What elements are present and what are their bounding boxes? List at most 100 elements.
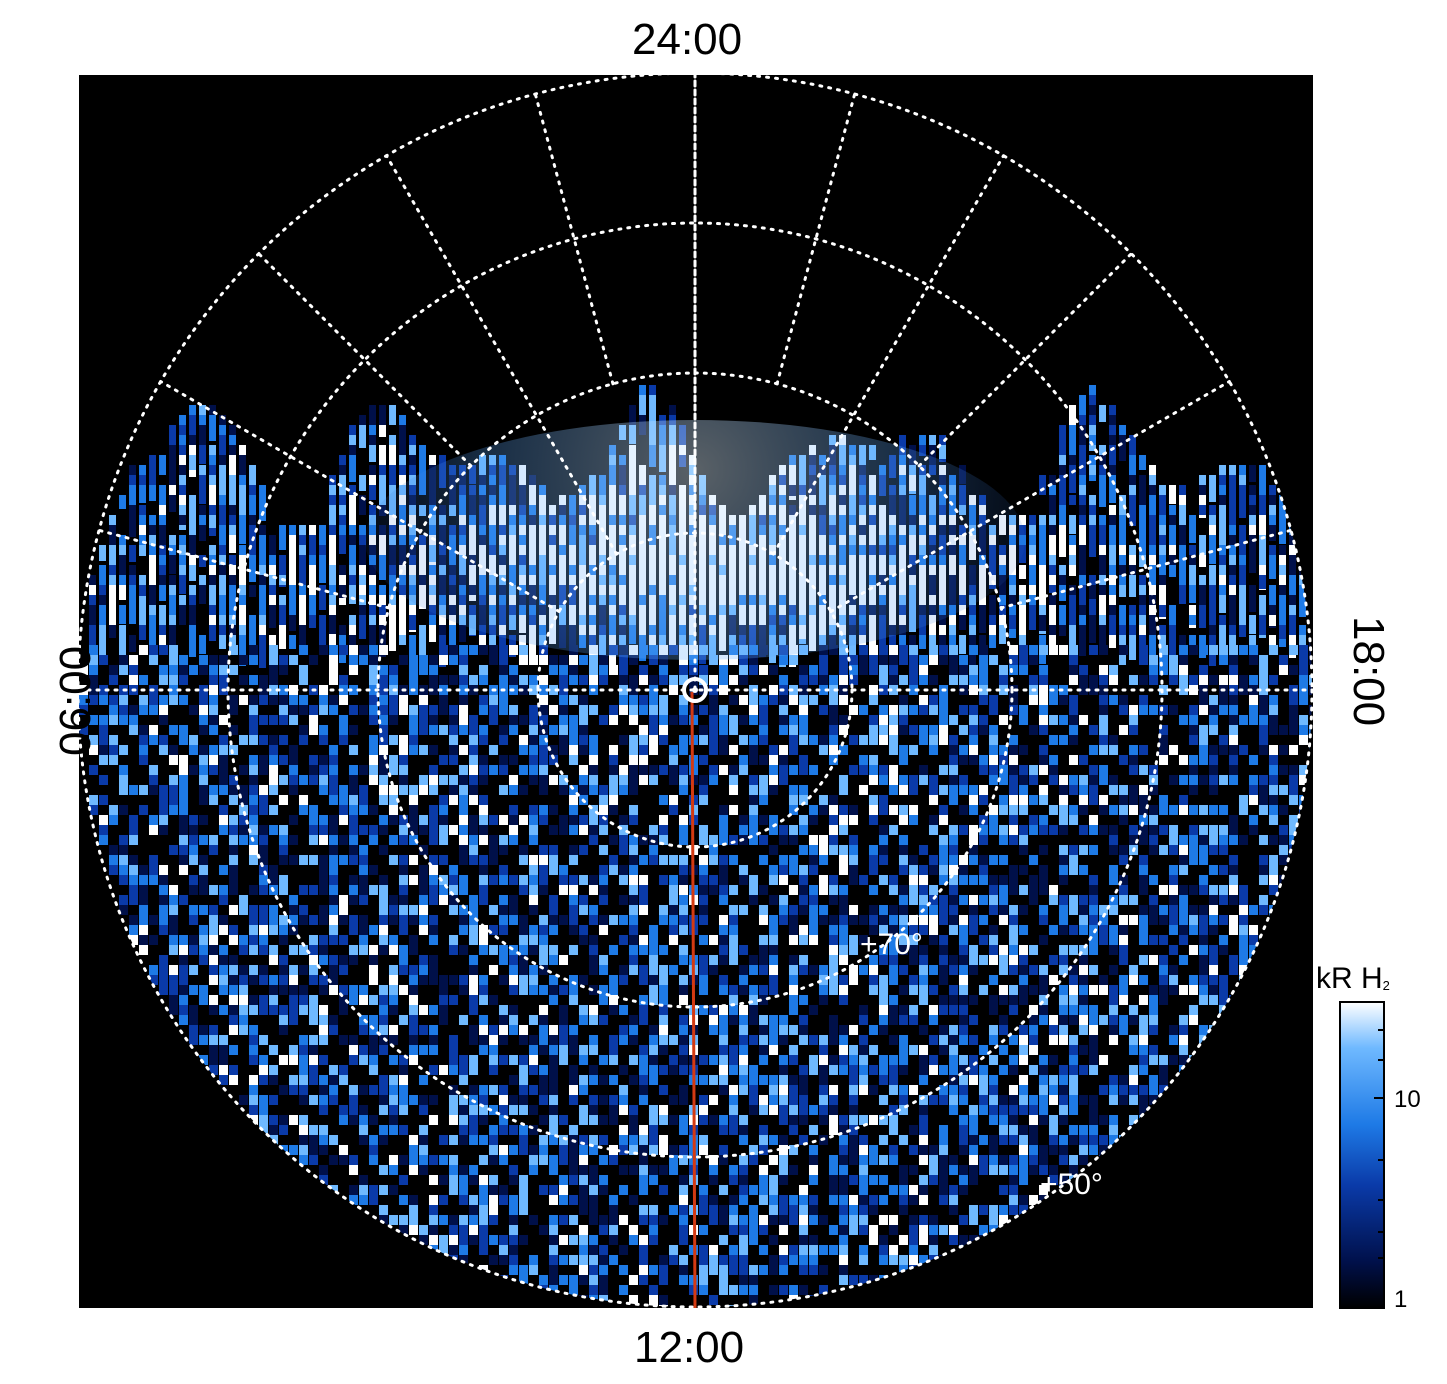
emission-pixel bbox=[889, 765, 898, 775]
emission-pixel bbox=[299, 1055, 308, 1065]
emission-pixel bbox=[159, 575, 166, 593]
emission-pixel bbox=[959, 965, 968, 975]
emission-pixel bbox=[919, 895, 928, 905]
emission-pixel bbox=[889, 675, 898, 685]
emission-pixel bbox=[519, 645, 528, 655]
emission-pixel bbox=[589, 755, 598, 765]
emission-pixel bbox=[139, 925, 148, 935]
emission-pixel bbox=[1219, 805, 1228, 815]
emission-pixel bbox=[519, 915, 528, 925]
emission-pixel bbox=[619, 735, 628, 745]
emission-pixel bbox=[169, 675, 178, 685]
emission-pixel bbox=[309, 975, 318, 985]
emission-pixel bbox=[229, 925, 238, 935]
emission-pixel bbox=[619, 1065, 628, 1075]
emission-pixel bbox=[479, 975, 488, 985]
emission-pixel bbox=[569, 995, 578, 1005]
emission-pixel bbox=[319, 635, 326, 653]
emission-pixel bbox=[429, 975, 438, 985]
emission-pixel bbox=[759, 1045, 768, 1055]
emission-pixel bbox=[1019, 655, 1028, 665]
emission-pixel bbox=[1079, 1045, 1088, 1055]
emission-pixel bbox=[799, 685, 808, 695]
emission-pixel bbox=[1139, 655, 1148, 665]
emission-pixel bbox=[1119, 975, 1128, 985]
emission-pixel bbox=[1029, 1035, 1038, 1045]
emission-pixel bbox=[969, 785, 978, 795]
emission-pixel bbox=[169, 725, 178, 735]
emission-pixel bbox=[1079, 1025, 1088, 1035]
emission-pixel bbox=[379, 715, 388, 725]
emission-pixel bbox=[379, 845, 388, 855]
emission-pixel bbox=[229, 725, 238, 735]
emission-pixel bbox=[629, 655, 638, 665]
emission-pixel bbox=[1249, 775, 1258, 785]
emission-pixel bbox=[259, 825, 268, 835]
emission-pixel bbox=[369, 445, 376, 462]
emission-pixel bbox=[859, 1045, 868, 1055]
emission-pixel bbox=[619, 775, 628, 785]
emission-pixel bbox=[359, 425, 366, 448]
emission-pixel bbox=[389, 895, 398, 905]
emission-pixel bbox=[199, 705, 208, 715]
emission-pixel bbox=[239, 895, 248, 905]
emission-pixel bbox=[909, 675, 918, 685]
emission-pixel bbox=[719, 805, 728, 815]
emission-pixel bbox=[289, 995, 298, 1005]
emission-pixel bbox=[839, 775, 848, 785]
emission-pixel bbox=[359, 795, 368, 805]
emission-pixel bbox=[909, 705, 918, 715]
emission-pixel bbox=[189, 605, 196, 621]
emission-pixel bbox=[919, 705, 928, 715]
emission-pixel bbox=[629, 1035, 638, 1045]
emission-pixel bbox=[1259, 685, 1268, 695]
emission-pixel bbox=[1239, 585, 1246, 607]
emission-pixel bbox=[949, 785, 958, 795]
emission-pixel bbox=[989, 635, 996, 648]
emission-pixel bbox=[549, 855, 558, 865]
emission-pixel bbox=[449, 755, 458, 765]
emission-pixel bbox=[959, 655, 968, 665]
emission-pixel bbox=[1149, 635, 1156, 665]
emission-pixel bbox=[539, 875, 548, 885]
emission-pixel bbox=[589, 1035, 598, 1045]
emission-pixel bbox=[329, 885, 338, 895]
emission-pixel bbox=[659, 835, 668, 845]
emission-pixel bbox=[999, 995, 1008, 1005]
emission-pixel bbox=[299, 915, 308, 925]
emission-pixel bbox=[519, 745, 528, 755]
emission-pixel bbox=[279, 965, 288, 975]
emission-pixel bbox=[619, 765, 628, 775]
emission-pixel bbox=[149, 865, 158, 875]
emission-pixel bbox=[799, 965, 808, 975]
emission-pixel bbox=[179, 675, 188, 685]
emission-pixel bbox=[1119, 815, 1128, 825]
emission-pixel bbox=[1189, 905, 1198, 915]
emission-pixel bbox=[1169, 875, 1178, 885]
emission-pixel bbox=[529, 635, 536, 665]
emission-pixel bbox=[209, 915, 218, 925]
emission-pixel bbox=[289, 785, 298, 795]
emission-pixel bbox=[699, 665, 708, 675]
emission-pixel bbox=[969, 1015, 978, 1025]
emission-pixel bbox=[219, 915, 228, 925]
emission-pixel bbox=[959, 985, 968, 995]
emission-pixel bbox=[439, 895, 448, 905]
emission-pixel bbox=[349, 685, 358, 695]
emission-pixel bbox=[1209, 675, 1218, 685]
emission-pixel bbox=[1099, 705, 1108, 715]
emission-pixel bbox=[929, 895, 938, 905]
emission-pixel bbox=[639, 945, 648, 955]
emission-pixel bbox=[899, 945, 908, 955]
emission-pixel bbox=[159, 505, 166, 522]
emission-pixel bbox=[869, 925, 878, 935]
emission-pixel bbox=[1049, 885, 1058, 895]
emission-pixel bbox=[469, 815, 478, 825]
emission-pixel bbox=[589, 765, 598, 775]
emission-pixel bbox=[289, 985, 298, 995]
emission-pixel bbox=[989, 815, 998, 825]
emission-pixel bbox=[409, 1055, 418, 1065]
emission-pixel bbox=[259, 735, 268, 745]
emission-pixel bbox=[1069, 625, 1076, 645]
emission-pixel bbox=[859, 1005, 868, 1015]
